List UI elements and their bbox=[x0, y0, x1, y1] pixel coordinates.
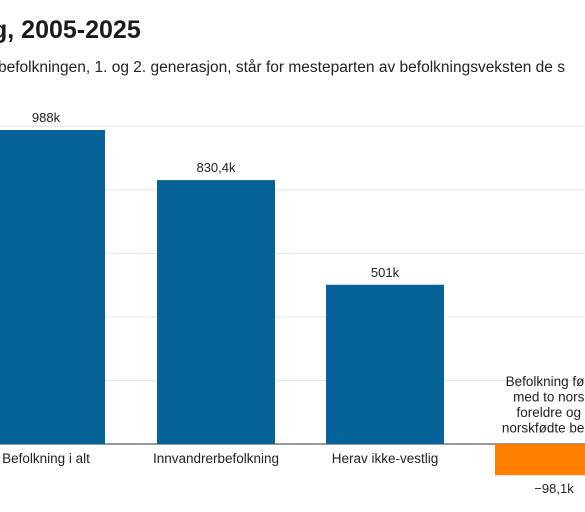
value-label-2: 501k bbox=[371, 265, 400, 280]
category-label-2: Herav ikke-vestlig bbox=[332, 451, 439, 466]
category-label-3-line-3: norskfødte bestef bbox=[502, 421, 585, 436]
chart-subtitle: befolkningen, 1. og 2. generasjon, står … bbox=[0, 59, 565, 76]
bar-1 bbox=[157, 180, 275, 444]
value-label-1: 830,4k bbox=[196, 160, 236, 175]
chart-title: g, 2005-2025 bbox=[0, 16, 141, 44]
category-label-0: Befolkning i alt bbox=[2, 451, 90, 466]
bar-3 bbox=[495, 444, 585, 476]
bar-2 bbox=[326, 284, 444, 444]
category-label-3-line-1: med to norskf bbox=[513, 390, 585, 405]
value-label-0: 988k bbox=[32, 110, 61, 125]
category-label-1: Innvandrerbefolkning bbox=[153, 451, 279, 466]
bar-0 bbox=[0, 130, 105, 444]
category-label-3-line-2: foreldre og fi bbox=[516, 405, 585, 420]
bars bbox=[0, 130, 585, 476]
value-label-3: −98,1k bbox=[534, 481, 574, 496]
labels: 988k 830,4k 501k −98,1k Befolkning i alt Innv… bbox=[2, 110, 585, 496]
category-label-3-line-0: Befolkning født i bbox=[506, 374, 585, 389]
